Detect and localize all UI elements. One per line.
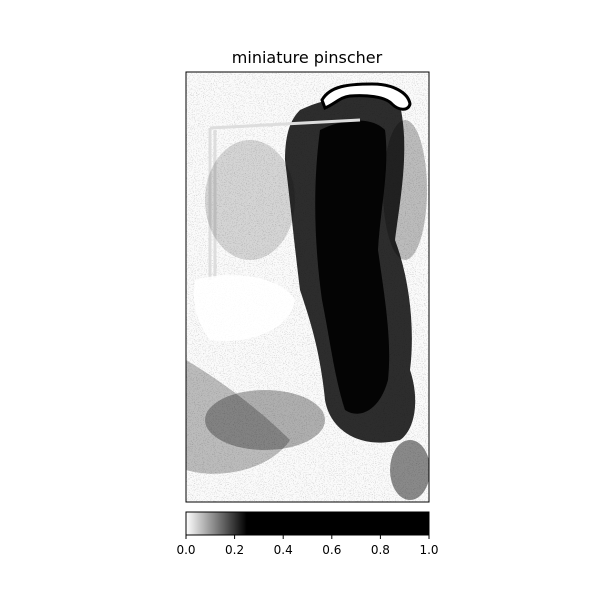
colorbar-bar <box>185 511 430 536</box>
colorbar-axis: 0.0 0.2 0.4 0.6 0.8 1.0 <box>176 535 439 557</box>
colorbar-tick-label: 1.0 <box>419 543 438 557</box>
colorbar-tick-label: 0.0 <box>176 543 195 557</box>
colorbar-tick-label: 0.8 <box>371 543 390 557</box>
chart-title: miniature pinscher <box>232 48 383 67</box>
colorbar-tick-label: 0.4 <box>274 543 293 557</box>
colorbar-tick-label: 0.2 <box>225 543 244 557</box>
colorbar-tick-label: 0.6 <box>322 543 341 557</box>
heatmap-frame <box>185 71 430 503</box>
heatmap-image <box>186 72 429 502</box>
